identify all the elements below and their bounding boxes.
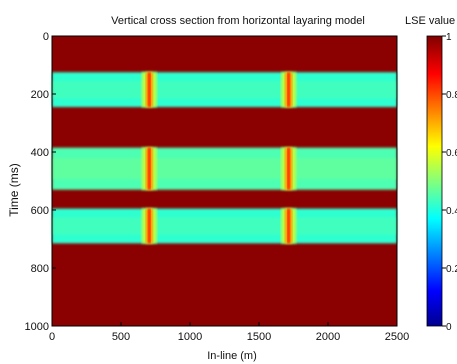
- y-axis-label: Time (ms): [7, 163, 21, 217]
- colorbar-tick-label: 0: [446, 322, 452, 333]
- layer-band-core-3: [52, 217, 397, 235]
- plot-area: [51, 35, 398, 327]
- x-tick-label: 2500: [385, 331, 409, 343]
- y-tick-label: 1000: [25, 321, 49, 333]
- x-tick-label: 2000: [316, 331, 340, 343]
- colorbar-gradient: [426, 35, 443, 327]
- fault-center-2-layer-2: [287, 147, 291, 190]
- fault-center-2-layer-3: [287, 208, 291, 244]
- colorbar-tick-label: 0.6: [446, 148, 457, 159]
- y-tick-label: 800: [31, 263, 49, 275]
- colorbar-title: LSE value: [405, 15, 455, 27]
- colorbar: LSE value 0 0.2 0.4 0.6 0.8 1: [405, 15, 457, 333]
- fault-center-2-layer-1: [287, 72, 291, 108]
- fault-center-1-layer-1: [147, 72, 151, 108]
- plot-frame: [51, 35, 398, 327]
- chart-title: Vertical cross section from horizontal l…: [111, 15, 365, 27]
- colorbar-tick-label: 0.4: [446, 206, 457, 217]
- layer-band-core-2: [52, 158, 397, 180]
- x-axis-label: In-line (m): [207, 350, 257, 362]
- colorbar-tick-label: 1: [446, 32, 452, 43]
- colorbar-tick-label: 0.2: [446, 264, 457, 275]
- layer-band-core-1: [52, 80, 397, 99]
- x-tick-label: 0: [49, 331, 55, 343]
- y-tick-label: 200: [31, 89, 49, 101]
- y-tick-label: 0: [43, 31, 49, 43]
- fault-center-1-layer-2: [147, 147, 151, 190]
- y-tick-label: 400: [31, 147, 49, 159]
- colorbar-tick-label: 0.8: [446, 90, 457, 101]
- y-tick-label: 600: [31, 205, 49, 217]
- x-tick-label: 1500: [247, 331, 271, 343]
- x-tick-label: 500: [112, 331, 130, 343]
- fault-center-1-layer-3: [147, 208, 151, 244]
- x-tick-label: 1000: [178, 331, 202, 343]
